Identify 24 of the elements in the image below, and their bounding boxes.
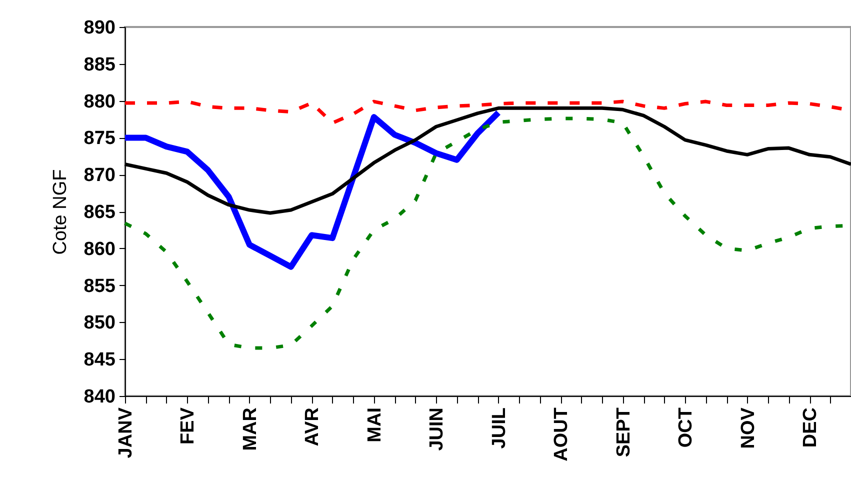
x-tick-label: JUIN	[426, 408, 448, 451]
x-tick-label: NOV	[738, 407, 759, 449]
x-tick-label: JANV	[116, 407, 136, 458]
y-tick-label: 890	[84, 18, 116, 38]
x-tick-label: MAI	[364, 408, 386, 442]
y-tick-label: 840	[84, 386, 116, 408]
y-tick-label: 885	[84, 54, 116, 76]
x-tick-label: AOUT	[551, 407, 572, 462]
x-tick-label: AVR	[302, 407, 324, 446]
x-tick-label: FEV	[178, 407, 199, 444]
y-tick-label: 875	[84, 128, 116, 150]
y-tick-label: 850	[84, 312, 116, 334]
x-tick-label: SEPT	[613, 407, 634, 458]
y-tick-label: 855	[84, 276, 116, 297]
x-tick-label: MAR	[240, 407, 261, 451]
x-tick-label: JUIL	[488, 407, 510, 449]
y-tick-label: 860	[84, 238, 116, 260]
x-tick-label: OCT	[676, 407, 697, 448]
y-tick-label: 865	[84, 202, 116, 223]
y-tick-label: 870	[84, 165, 116, 186]
x-tick-label: DEC	[800, 407, 822, 448]
y-tick-label: 845	[84, 350, 116, 371]
y-axis-title: Cote NGF	[50, 169, 71, 255]
y-tick-label: 880	[84, 91, 116, 112]
